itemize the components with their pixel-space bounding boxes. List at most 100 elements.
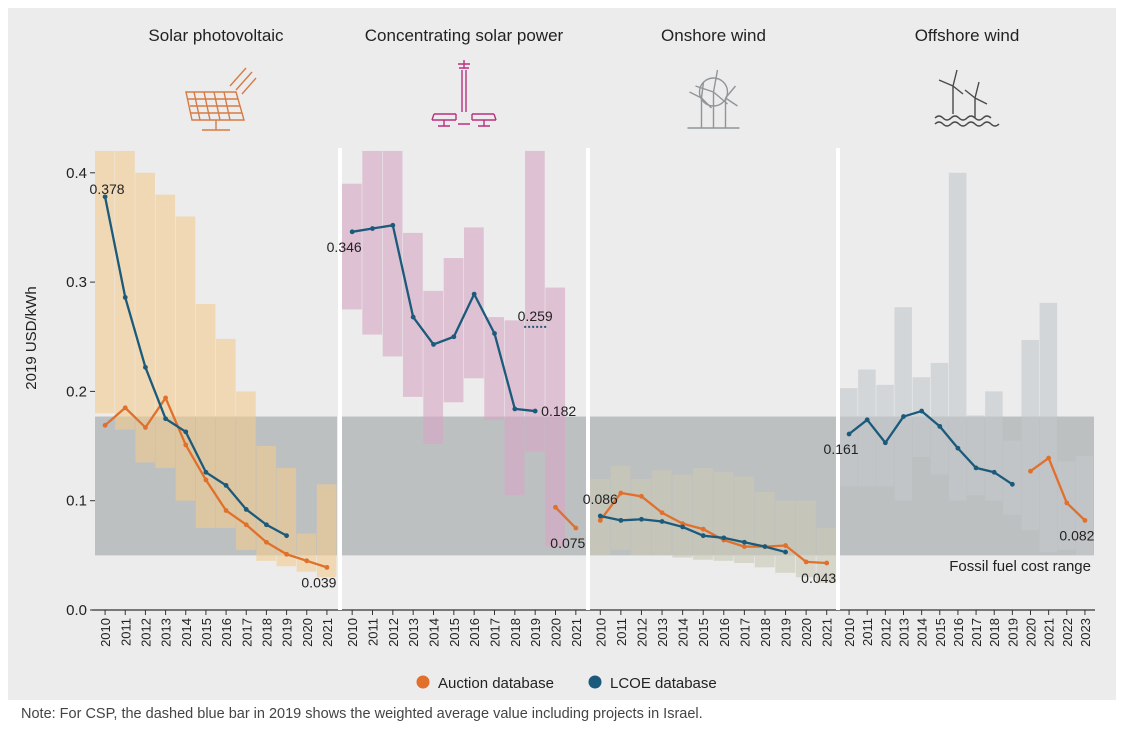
lcoe-point	[882, 440, 888, 446]
panel-title: Offshore wind	[915, 26, 1020, 45]
auction-point	[163, 395, 168, 401]
auction-point	[741, 544, 747, 550]
cost-range-bar	[930, 362, 949, 475]
cost-range-bar	[236, 391, 256, 550]
cost-range-bar	[692, 467, 713, 560]
cost-range-bar	[734, 476, 755, 564]
offshore-turbine-shape	[934, 69, 1000, 127]
auction-point	[1028, 468, 1033, 474]
cost-range-bar	[948, 172, 967, 501]
lcoe-line	[103, 196, 288, 537]
legend-lcoe-marker	[588, 675, 602, 689]
y-tick-label: 0.1	[66, 493, 87, 510]
lcoe-point	[937, 423, 943, 429]
lcoe-point	[618, 517, 624, 523]
cost-range-bar	[545, 287, 566, 547]
x-tick-label: 2019	[1005, 618, 1020, 647]
lcoe-point	[349, 229, 355, 235]
x-tick-label: 2021	[320, 618, 335, 647]
y-axis-label: 2019 USD/kWh	[23, 286, 40, 389]
auction-point	[284, 551, 289, 557]
fossil-range-label: Fossil fuel cost range	[949, 558, 1091, 575]
cost-range-bar	[672, 474, 693, 558]
data-label: 0.161	[824, 441, 859, 457]
x-tick-label: 2011	[614, 618, 629, 646]
cost-range-bar	[775, 500, 796, 573]
auction-point	[824, 560, 830, 566]
x-tick-label: 2017	[969, 618, 984, 647]
cost-range-bar	[858, 369, 876, 487]
auction-point	[324, 564, 330, 570]
lcoe-point	[183, 429, 189, 435]
cost-range-bar	[464, 227, 484, 379]
data-label: 0.346	[327, 239, 362, 255]
sun-rays-shape	[229, 67, 257, 95]
cost-range-bar	[795, 500, 816, 578]
auction-point	[659, 510, 665, 516]
cost-range-bar	[840, 388, 858, 487]
auction-point	[803, 559, 809, 565]
panel-separator	[586, 148, 590, 610]
auction-point	[783, 543, 788, 548]
lcoe-point	[1009, 481, 1015, 487]
x-tick-label: 2019	[779, 618, 794, 647]
cost-range-bar	[423, 290, 444, 444]
cost-range-bar	[316, 484, 337, 578]
data-label: 0.378	[90, 181, 125, 197]
x-tick-label: 2019	[280, 618, 295, 647]
auction-point	[203, 477, 209, 483]
panel-separator	[836, 148, 840, 610]
lcoe-point	[284, 533, 289, 539]
cost-range-bar	[754, 491, 775, 568]
y-tick-label: 0.4	[66, 165, 87, 182]
auction-point	[573, 525, 579, 531]
auction-point	[597, 517, 603, 523]
solar-panel-icon	[185, 67, 257, 131]
cost-range-bar	[135, 172, 155, 463]
cost-range-bar	[443, 258, 464, 403]
x-tick-label: 2021	[1042, 618, 1057, 647]
x-tick-label: 2020	[549, 618, 564, 647]
chart-svg: 2019 USD/kWh 0.0 0.1 0.2 0.3 0.4 Solar photovo…	[23, 26, 1095, 692]
offshore-wind-icon	[934, 69, 1000, 127]
y-tick-label: 0.2	[66, 383, 87, 400]
cost-range-bar	[985, 391, 1003, 501]
x-tick-label: 2020	[1024, 618, 1039, 647]
x-tick-label: 2017	[488, 618, 503, 647]
auction-point	[143, 425, 148, 430]
chart-note: Note: For CSP, the dashed blue bar in 20…	[21, 706, 703, 722]
lcoe-point	[762, 544, 768, 550]
lcoe-point	[122, 295, 128, 300]
x-tick-label: 2012	[878, 618, 893, 647]
cost-range-bar	[296, 533, 317, 572]
cost-range-bar	[967, 415, 985, 496]
lcoe-point	[102, 194, 108, 200]
cost-range-bar	[1021, 340, 1039, 531]
lcoe-point	[163, 416, 168, 422]
turbine-hub-circle	[698, 77, 729, 107]
x-tick-label: 2010	[842, 618, 857, 647]
x-tick-label: 2013	[655, 618, 670, 647]
lcoe-line	[351, 224, 536, 413]
x-tick-label: 2014	[427, 618, 442, 647]
panel-title: Concentrating solar power	[365, 26, 564, 45]
legend-auction-label: Auction database	[438, 675, 554, 692]
x-tick-label: 2015	[447, 618, 462, 647]
x-tick-label: 2020	[799, 618, 814, 647]
legend-lcoe-label: LCOE database	[610, 675, 717, 692]
auction-point	[1064, 500, 1070, 506]
cost-range-bar	[195, 303, 216, 529]
x-tick-label: 2021	[820, 618, 835, 647]
cost-range-bar	[1075, 455, 1094, 556]
auction-point	[639, 493, 644, 499]
auction-point	[122, 405, 128, 411]
data-label: 0.039	[301, 574, 336, 590]
x-tick-label: 2019	[528, 618, 543, 647]
lcoe-point	[143, 364, 148, 370]
x-tick-label: 2018	[758, 618, 773, 647]
panel-separator	[338, 148, 342, 610]
cost-range-bar	[912, 377, 931, 457]
lcoe-point	[264, 522, 269, 528]
x-tick-label: 2015	[933, 618, 948, 647]
cost-range-bar	[713, 472, 734, 561]
